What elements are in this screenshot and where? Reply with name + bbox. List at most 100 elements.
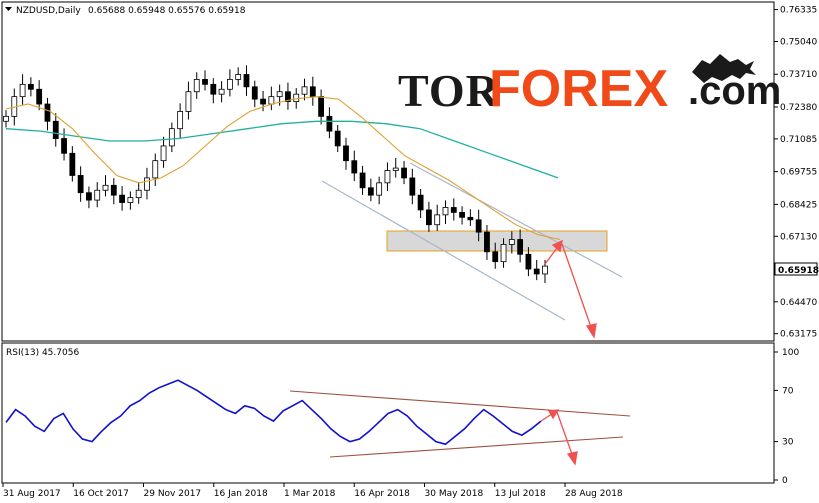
triangle-down-icon <box>5 7 12 11</box>
candle-body <box>44 103 51 122</box>
candle-body <box>309 86 316 98</box>
candle-body <box>450 207 457 213</box>
candle-body <box>210 83 217 95</box>
price-tick-label: 0.72380 <box>780 103 817 113</box>
time-tick-label: 28 Aug 2018 <box>565 489 623 499</box>
candle-body <box>69 152 76 176</box>
candle-body <box>467 216 474 221</box>
current-price-tag <box>774 262 818 276</box>
candles-group <box>3 65 548 284</box>
svg-text:FOREX: FOREX <box>489 60 668 118</box>
time-axis: 31 Aug 2017 16 Oct 2017 29 Nov 2017 16 Jan … <box>2 483 623 499</box>
candle-body <box>434 214 441 226</box>
candle-body <box>276 91 283 98</box>
candle-body <box>94 189 101 201</box>
candle-body <box>376 182 383 196</box>
candle-body <box>359 172 366 189</box>
candle-body <box>193 79 200 93</box>
candle-body <box>86 192 92 201</box>
candle-body <box>218 88 225 95</box>
torforex-logo: TOR FOREX .com <box>398 54 781 118</box>
channel-upper-line <box>409 162 623 278</box>
time-tick-label: 29 Nov 2017 <box>144 489 202 499</box>
candle-body <box>401 167 407 179</box>
forecast-arrows <box>544 239 597 339</box>
price-tick-label: 0.75040 <box>780 37 817 47</box>
candle-body <box>127 197 134 203</box>
price-axis: 0.76335 0.75040 0.73710 0.72380 0.71085 0.697… <box>774 6 817 340</box>
svg-text:TOR: TOR <box>398 65 500 116</box>
price-tick-label: 0.63175 <box>780 330 817 340</box>
ma-slow-line <box>5 120 559 179</box>
rsi-tick-label: 0 <box>782 476 788 486</box>
candle-body <box>160 145 167 162</box>
candle-body <box>500 244 507 263</box>
time-tick-label: 1 Mar 2018 <box>284 489 336 499</box>
price-tick-label: 0.67130 <box>780 232 817 242</box>
chart-symbol-label: NZDUSD,Daily <box>16 6 81 16</box>
time-tick-label: 13 Jul 2018 <box>495 489 546 499</box>
price-tick-label: 0.76335 <box>780 6 817 16</box>
price-tick-label: 0.73710 <box>780 70 817 80</box>
candle-body <box>525 253 532 270</box>
candle-body <box>484 231 490 253</box>
candle-body <box>326 115 333 132</box>
candle-body <box>293 93 300 102</box>
candle-body <box>52 120 59 139</box>
candle-body <box>19 83 26 98</box>
rsi-tick-label: 100 <box>782 348 799 358</box>
candle-body <box>285 91 291 102</box>
time-tick-label: 30 May 2018 <box>425 489 484 499</box>
current-price-value: 0.65918 <box>778 266 819 276</box>
candle-body <box>343 145 349 162</box>
time-tick-label: 16 Oct 2017 <box>73 489 129 499</box>
candle-body <box>3 115 9 122</box>
candle-body <box>61 138 67 154</box>
candle-body <box>77 175 84 194</box>
candle-body <box>202 79 208 85</box>
rsi-trend-upper <box>289 390 631 417</box>
price-tick-label: 0.64470 <box>780 298 817 308</box>
rsi-trend-lower <box>329 436 624 458</box>
rsi-axis: 100 70 30 0 <box>774 348 799 486</box>
candle-body <box>152 160 159 179</box>
candle-body <box>102 184 109 191</box>
candle-body <box>426 209 432 226</box>
candle-body <box>301 86 308 95</box>
candle-body <box>144 177 150 191</box>
candle-body <box>27 83 34 90</box>
candle-body <box>392 167 399 171</box>
candle-body <box>177 111 184 130</box>
candle-body <box>417 194 424 211</box>
candle-body <box>185 91 192 112</box>
candle-body <box>384 170 391 184</box>
candle-body <box>243 74 250 88</box>
price-tick-label: 0.71085 <box>780 135 817 145</box>
candle-body <box>168 128 175 147</box>
candle-body <box>409 177 416 196</box>
candle-body <box>508 239 515 245</box>
candle-body <box>459 212 465 218</box>
candle-body <box>268 96 275 105</box>
rsi-tick-label: 30 <box>782 438 794 448</box>
candle-body <box>517 239 524 255</box>
candle-body <box>135 189 142 199</box>
candle-body <box>367 187 374 196</box>
rsi-label: RSI(13) 45.7056 <box>6 348 79 358</box>
rsi-line <box>5 379 542 446</box>
candle-body <box>318 96 325 117</box>
candle-body <box>351 160 358 174</box>
candle-body <box>110 184 117 196</box>
candle-body <box>442 207 449 216</box>
time-tick-label: 16 Jan 2018 <box>214 489 268 499</box>
rsi-tick-label: 70 <box>782 386 794 396</box>
rsi-forecast-arrows <box>540 409 578 466</box>
candle-body <box>119 194 125 203</box>
time-tick-label: 16 Apr 2018 <box>354 489 410 499</box>
resistance-zone <box>386 230 608 252</box>
candle-body <box>542 265 548 275</box>
ma-fast-line <box>5 96 561 241</box>
candle-body <box>475 219 482 233</box>
price-tick-label: 0.69755 <box>780 168 817 178</box>
